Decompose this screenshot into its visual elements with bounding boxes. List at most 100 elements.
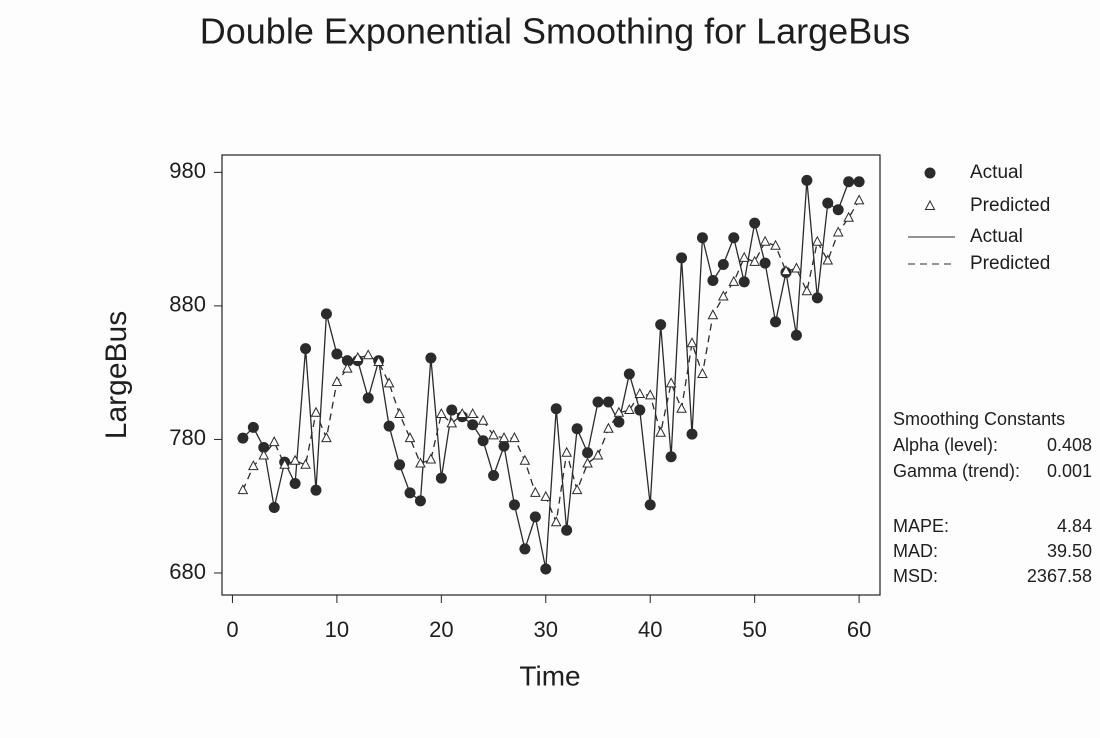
data-point bbox=[717, 258, 729, 270]
data-point bbox=[738, 251, 750, 262]
data-point bbox=[550, 403, 562, 415]
stats-label: MAPE: bbox=[893, 516, 949, 536]
data-point bbox=[770, 316, 782, 328]
data-point bbox=[394, 459, 406, 471]
data-point bbox=[321, 432, 332, 443]
data-point bbox=[446, 404, 458, 416]
x-tick-label: 40 bbox=[638, 617, 662, 642]
data-point bbox=[812, 235, 823, 246]
data-point bbox=[686, 337, 698, 348]
data-point bbox=[571, 423, 583, 435]
data-point bbox=[310, 406, 322, 417]
data-point bbox=[728, 275, 740, 286]
legend-label: Actual bbox=[970, 162, 1023, 183]
data-point bbox=[237, 432, 249, 444]
data-point bbox=[477, 435, 489, 447]
data-point bbox=[237, 484, 249, 495]
data-point bbox=[571, 484, 583, 495]
x-tick-label: 20 bbox=[429, 617, 453, 642]
data-point bbox=[248, 460, 259, 471]
stats-label: Gamma (trend): bbox=[893, 461, 1020, 481]
data-point bbox=[456, 407, 468, 419]
y-axis-label: LargeBus bbox=[100, 311, 133, 439]
data-point bbox=[634, 404, 646, 416]
data-point bbox=[289, 477, 301, 489]
stats-value: 39.50 bbox=[1047, 541, 1092, 561]
data-point bbox=[676, 252, 688, 264]
data-point bbox=[832, 226, 844, 237]
stats-value: 0.408 bbox=[1047, 435, 1092, 455]
data-point bbox=[728, 232, 740, 244]
data-point bbox=[436, 407, 447, 419]
stats-label: MSD: bbox=[893, 566, 938, 586]
data-point bbox=[843, 211, 854, 222]
data-point bbox=[383, 377, 395, 388]
data-point bbox=[425, 352, 437, 364]
stats-value: 0.001 bbox=[1047, 461, 1092, 481]
data-point bbox=[498, 432, 510, 443]
stats-value: 4.84 bbox=[1057, 516, 1092, 536]
plot-frame bbox=[221, 154, 881, 596]
data-point bbox=[801, 285, 813, 296]
x-tick-label: 10 bbox=[325, 617, 349, 642]
stats-heading: Smoothing Constants bbox=[893, 409, 1065, 429]
legend-label: Predicted bbox=[970, 253, 1050, 274]
data-point bbox=[624, 403, 635, 415]
data-point bbox=[477, 414, 489, 425]
data-point bbox=[414, 495, 426, 507]
data-point bbox=[655, 319, 667, 331]
data-point bbox=[655, 426, 666, 437]
data-point bbox=[540, 563, 552, 575]
data-point bbox=[509, 432, 520, 443]
data-point bbox=[759, 235, 771, 246]
data-point bbox=[676, 402, 687, 413]
data-point bbox=[707, 309, 719, 320]
data-point bbox=[749, 217, 761, 229]
data-point bbox=[247, 421, 259, 433]
data-point bbox=[342, 362, 353, 373]
data-point bbox=[394, 407, 405, 419]
data-point bbox=[759, 257, 771, 269]
data-point bbox=[300, 343, 312, 355]
data-point bbox=[446, 417, 458, 428]
data-point bbox=[300, 458, 311, 469]
data-point bbox=[519, 454, 531, 465]
x-tick-label: 50 bbox=[742, 617, 766, 642]
data-point bbox=[404, 432, 416, 443]
data-point bbox=[561, 524, 573, 536]
stats-label: Alpha (level): bbox=[893, 435, 998, 455]
data-point bbox=[707, 275, 719, 287]
legend-marker bbox=[924, 167, 936, 179]
data-point bbox=[467, 407, 478, 419]
legend-label: Predicted bbox=[970, 195, 1050, 216]
x-tick-label: 30 bbox=[534, 617, 558, 642]
x-tick-label: 60 bbox=[847, 617, 871, 642]
stats-label: MAD: bbox=[893, 541, 938, 561]
data-point bbox=[634, 387, 646, 399]
data-point bbox=[843, 176, 855, 188]
x-tick-label: 0 bbox=[226, 617, 238, 642]
data-point bbox=[425, 453, 437, 464]
legend-marker bbox=[924, 199, 936, 210]
data-point bbox=[811, 292, 823, 304]
data-point bbox=[268, 436, 280, 447]
data-point bbox=[258, 449, 270, 460]
data-point bbox=[508, 499, 520, 511]
data-point bbox=[488, 429, 499, 440]
data-point bbox=[697, 367, 708, 378]
data-point bbox=[331, 348, 343, 360]
data-point bbox=[404, 487, 416, 499]
data-point bbox=[853, 176, 865, 188]
stats-value: 2367.58 bbox=[1027, 566, 1092, 586]
data-point bbox=[686, 428, 698, 440]
data-point bbox=[362, 392, 374, 404]
y-tick-label: 780 bbox=[169, 425, 206, 450]
data-point bbox=[832, 204, 844, 216]
data-point bbox=[822, 254, 834, 265]
data-point bbox=[341, 355, 353, 367]
data-point bbox=[540, 490, 552, 501]
legend-label: Actual bbox=[970, 226, 1023, 247]
data-point bbox=[550, 516, 562, 527]
data-point bbox=[582, 447, 594, 459]
